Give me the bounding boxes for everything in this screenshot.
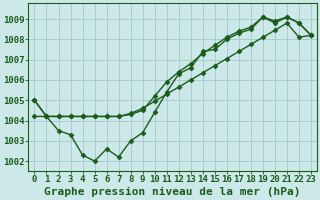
X-axis label: Graphe pression niveau de la mer (hPa): Graphe pression niveau de la mer (hPa) <box>44 187 301 197</box>
